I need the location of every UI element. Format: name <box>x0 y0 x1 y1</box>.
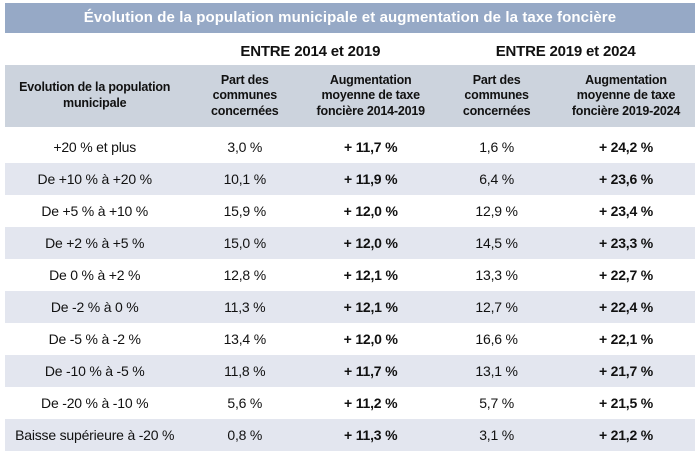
tax-increase-value: + 23,4 % <box>598 203 654 219</box>
tax-increase-value: + 12,1 % <box>343 299 398 315</box>
row-label-population-evolution: De +2 % à +5 % <box>45 235 145 251</box>
communes-share-value: 16,6 % <box>475 331 518 347</box>
table-row: Baisse supérieure à -20 % 0,8 % + 11,3 % 3,… <box>5 419 695 451</box>
communes-share-value: 15,9 % <box>223 203 267 219</box>
communes-share-value: 3,0 % <box>227 139 263 155</box>
period-group-header-row: ENTRE 2014 et 2019 ENTRE 2019 et 2024 <box>5 37 695 65</box>
column-header-row: Evolution de la population municipale Pa… <box>5 65 695 131</box>
communes-share-value: 0,8 % <box>227 427 263 443</box>
row-label-population-evolution: De 0 % à +2 % <box>49 267 141 283</box>
communes-share-value: 3,1 % <box>479 427 515 443</box>
communes-share-value: 13,4 % <box>223 331 267 347</box>
row-label-population-evolution: De +5 % à +10 % <box>41 203 149 219</box>
tax-increase-value: + 11,9 % <box>344 171 398 187</box>
table-row: De -10 % à -5 % 11,8 % + 11,7 % 13,1 % + 21,… <box>5 355 695 387</box>
communes-share-value: 10,1 % <box>223 171 267 187</box>
table-row: De +10 % à +20 % 10,1 % + 11,9 % 6,4 % + 23,… <box>5 163 695 195</box>
communes-share-value: 11,8 % <box>224 363 266 379</box>
table-row: De -5 % à -2 % 13,4 % + 12,0 % 16,6 % + 22,1… <box>5 323 695 355</box>
row-label-population-evolution: De -2 % à 0 % <box>50 299 139 315</box>
table-row: +20 % et plus 3,0 % + 11,7 % 1,6 % + 24,2 % <box>5 129 695 163</box>
tax-increase-value: + 12,0 % <box>343 203 398 219</box>
row-label-population-evolution: De +10 % à +20 % <box>37 171 153 187</box>
communes-share-value: 12,9 % <box>475 203 518 219</box>
tax-increase-value: + 21,2 % <box>598 427 654 443</box>
column-header-tax-increase-2014-2019: Augmentation moyenne de taxe foncière 20… <box>305 65 437 131</box>
tax-increase-value: + 11,7 % <box>344 363 398 379</box>
communes-share-value: 12,8 % <box>223 267 267 283</box>
table-row: De -20 % à -10 % 5,6 % + 11,2 % 5,7 % + 21,5… <box>5 387 695 419</box>
tax-increase-value: + 11,7 % <box>344 139 398 155</box>
data-table: ENTRE 2014 et 2019 ENTRE 2019 et 2024 Ev… <box>5 37 695 451</box>
tax-increase-value: + 21,7 % <box>598 363 654 379</box>
tax-increase-value: + 21,5 % <box>598 395 654 411</box>
row-label-population-evolution: De -20 % à -10 % <box>41 395 149 411</box>
tax-increase-value: + 24,2 % <box>598 139 654 155</box>
communes-share-value: 11,3 % <box>224 299 266 315</box>
table-row: De -2 % à 0 % 11,3 % + 12,1 % 12,7 % + 22,4 … <box>5 291 695 323</box>
column-header-population-evolution: Evolution de la population municipale <box>5 65 185 131</box>
row-label-population-evolution: Baisse supérieure à -20 % <box>15 427 175 443</box>
table-title: Évolution de la population municipale et… <box>5 3 695 33</box>
period-header-2014-2019: ENTRE 2014 et 2019 <box>184 37 437 65</box>
tax-increase-value: + 22,7 % <box>598 267 654 283</box>
row-label-population-evolution: +20 % et plus <box>53 139 136 155</box>
column-header-tax-increase-2019-2024: Augmentation moyenne de taxe foncière 20… <box>556 65 695 131</box>
communes-share-value: 14,5 % <box>475 235 518 251</box>
table-body: +20 % et plus 3,0 % + 11,7 % 1,6 % + 24,2 % D… <box>5 129 695 451</box>
communes-share-value: 6,4 % <box>479 171 515 187</box>
row-label-population-evolution: De -5 % à -2 % <box>48 331 141 347</box>
tax-increase-value: + 12,0 % <box>343 331 398 347</box>
table-row: De +2 % à +5 % 15,0 % + 12,0 % 14,5 % + 23,3… <box>5 227 695 259</box>
tax-increase-value: + 23,6 % <box>598 171 654 187</box>
period-header-2019-2024: ENTRE 2019 et 2024 <box>436 37 695 65</box>
row-label-population-evolution: De -10 % à -5 % <box>44 363 145 379</box>
communes-share-value: 13,1 % <box>475 363 518 379</box>
tax-increase-value: + 12,1 % <box>343 267 398 283</box>
table-row: De 0 % à +2 % 12,8 % + 12,1 % 13,3 % + 22,7 … <box>5 259 695 291</box>
tax-increase-value: + 23,3 % <box>598 235 654 251</box>
column-header-communes-share-2019-2024: Part des communes concernées <box>436 65 557 131</box>
communes-share-value: 15,0 % <box>223 235 267 251</box>
communes-share-value: 1,6 % <box>479 139 515 155</box>
tax-increase-value: + 22,1 % <box>598 331 654 347</box>
tax-increase-value: + 22,4 % <box>598 299 654 315</box>
communes-share-value: 13,3 % <box>475 267 518 283</box>
table-row: De +5 % à +10 % 15,9 % + 12,0 % 12,9 % + 23,… <box>5 195 695 227</box>
column-header-communes-share-2014-2019: Part des communes concernées <box>184 65 306 131</box>
tax-increase-value: + 12,0 % <box>343 235 398 251</box>
communes-share-value: 5,6 % <box>227 395 263 411</box>
communes-share-value: 5,7 % <box>479 395 515 411</box>
tax-increase-value: + 11,3 % <box>344 427 398 443</box>
group-spacer <box>5 37 185 65</box>
tax-increase-value: + 11,2 % <box>344 395 398 411</box>
communes-share-value: 12,7 % <box>475 299 518 315</box>
